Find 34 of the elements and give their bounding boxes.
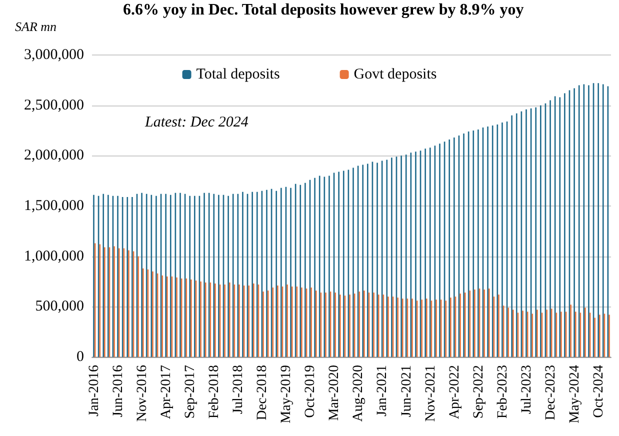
x-tick-label: Oct-2024 — [591, 365, 606, 418]
x-tick-label: Nov-2021 — [423, 365, 438, 422]
x-tick-label: Jan-2016 — [86, 365, 102, 416]
x-tick-label: Sep-2017 — [183, 365, 198, 419]
x-tick-label: Nov-2016 — [134, 365, 150, 422]
y-tick-label: 2,000,000 — [24, 148, 84, 164]
x-tick-label: Mar-2020 — [327, 365, 342, 421]
x-tick-label: May-2024 — [567, 365, 582, 424]
annotation: Latest: Dec 2024 — [144, 114, 249, 130]
y-tick-label: 0 — [76, 349, 84, 365]
x-tick-label: Jun-2016 — [110, 365, 126, 418]
x-tick-label: Apr-2017 — [158, 365, 174, 420]
y-tick-label: 1,500,000 — [24, 198, 84, 214]
x-tick-label: Jul-2023 — [519, 365, 534, 414]
x-tick-label: Feb-2023 — [495, 365, 510, 419]
x-tick-label: Sep-2022 — [471, 365, 486, 419]
y-tick-label: 500,000 — [35, 298, 84, 315]
x-tick-label: Jul-2018 — [231, 365, 246, 414]
x-tick-label: Jun-2021 — [399, 365, 414, 418]
y-tick-label: 3,000,000 — [24, 47, 84, 63]
x-tick-label: Dec-2018 — [255, 365, 270, 420]
legend-label: Total deposits — [196, 66, 280, 82]
y-tick-label: 2,500,000 — [24, 97, 84, 114]
x-tick-label: Dec-2023 — [543, 365, 558, 420]
x-tick-label: Jan-2021 — [375, 365, 390, 416]
y-tick-label: 1,000,000 — [24, 248, 84, 264]
x-tick-label: Apr-2022 — [447, 365, 462, 420]
x-tick-label: Oct-2019 — [303, 365, 318, 418]
legend-label: Govt deposits — [354, 66, 437, 82]
x-tick-label: May-2019 — [279, 365, 294, 424]
chart-title: 6.6% yoy in Dec. Total deposits however grew by 8.9% yoy — [123, 2, 524, 18]
x-tick-label: Feb-2018 — [207, 365, 222, 419]
y-axis-title: SAR mn — [15, 19, 57, 34]
x-tick-label: Aug-2020 — [351, 365, 366, 422]
